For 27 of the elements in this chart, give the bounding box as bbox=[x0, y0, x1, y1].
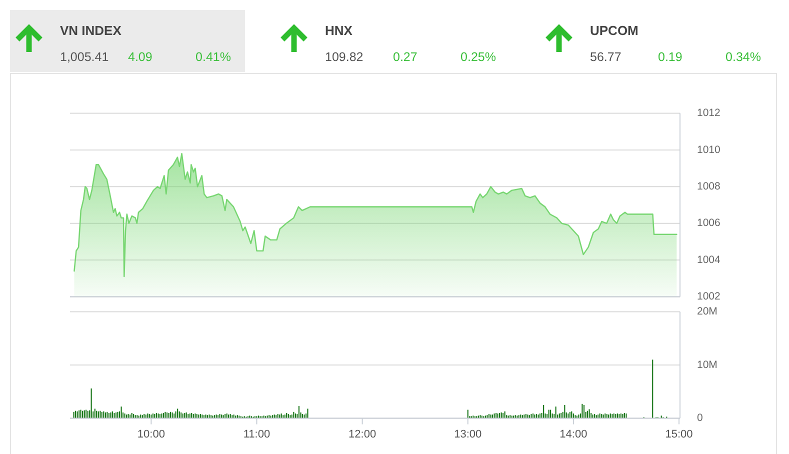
y-tick-label: 1004 bbox=[697, 254, 721, 266]
y-tick-label: 1008 bbox=[697, 180, 721, 192]
text: 56.77 bbox=[590, 50, 622, 64]
text: 0.41% bbox=[196, 50, 231, 64]
y-tick-label: 1006 bbox=[697, 217, 721, 230]
y-tick-label: 10M bbox=[697, 358, 718, 371]
x-tick-label: 13:00 bbox=[454, 428, 482, 440]
y-tick-label: 20M bbox=[697, 305, 718, 318]
category-label: UPCOM bbox=[590, 23, 638, 38]
text: 0.25% bbox=[460, 50, 496, 64]
text: 0.19 bbox=[658, 50, 682, 64]
y-tick-label: 1012 bbox=[697, 107, 721, 120]
text: 1,005.41 bbox=[60, 50, 109, 64]
x-tick-label: 12:00 bbox=[348, 428, 376, 440]
text: 4.09 bbox=[128, 50, 152, 64]
category-label: HNX bbox=[325, 23, 353, 38]
x-tick-label: 10:00 bbox=[137, 428, 165, 440]
text: 109.82 bbox=[325, 50, 364, 64]
x-tick-label: 11:00 bbox=[243, 428, 270, 440]
x-tick-label: 14:00 bbox=[560, 428, 588, 440]
y-tick-label: 0 bbox=[697, 412, 703, 424]
x-tick-label: 15:00 bbox=[665, 428, 693, 440]
text: 0.27 bbox=[393, 50, 418, 64]
y-tick-label: 1010 bbox=[697, 144, 721, 156]
text: 0.34% bbox=[726, 50, 761, 64]
category-label: VN INDEX bbox=[60, 23, 122, 38]
y-tick-label: 1002 bbox=[697, 290, 721, 302]
